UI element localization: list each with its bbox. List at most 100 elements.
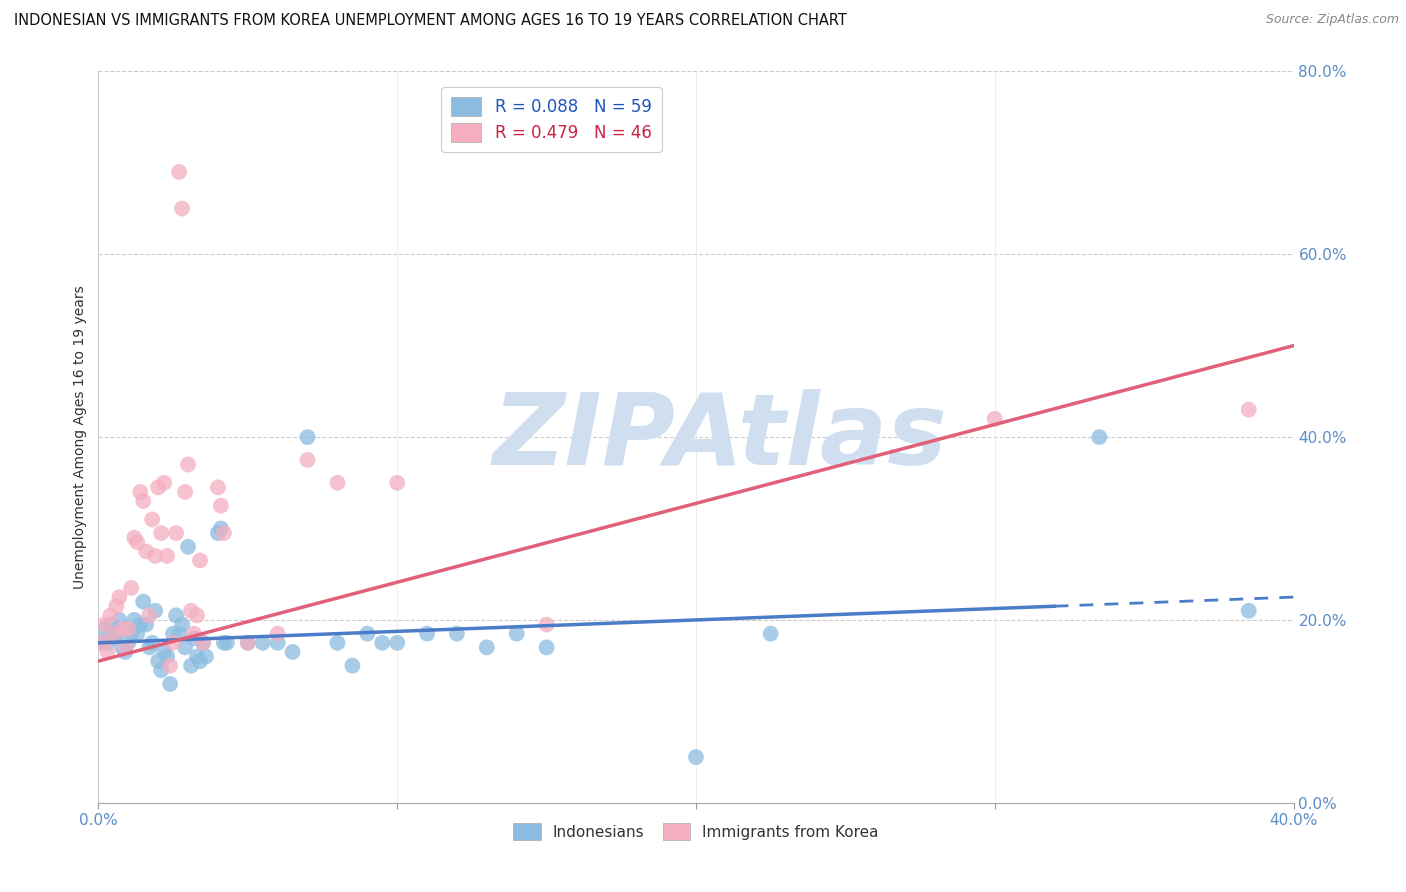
Point — [159, 677, 181, 691]
Point — [297, 453, 319, 467]
Point — [90, 636, 112, 650]
Point — [475, 640, 498, 655]
Point — [174, 640, 197, 655]
Point — [191, 636, 214, 650]
Point — [114, 645, 136, 659]
Point — [172, 617, 194, 632]
Point — [371, 636, 394, 650]
Point — [191, 636, 214, 650]
Point — [984, 412, 1007, 426]
Point — [153, 645, 176, 659]
Point — [93, 617, 115, 632]
Point — [177, 540, 200, 554]
Point — [356, 626, 378, 640]
Point — [446, 626, 468, 640]
Point — [105, 626, 128, 640]
Point — [186, 649, 208, 664]
Point — [212, 526, 235, 541]
Point — [132, 594, 155, 608]
Point — [111, 622, 134, 636]
Point — [103, 632, 125, 646]
Point — [207, 526, 229, 541]
Point — [124, 613, 146, 627]
Point — [127, 626, 149, 640]
Point — [167, 165, 190, 179]
Legend: Indonesians, Immigrants from Korea: Indonesians, Immigrants from Korea — [508, 816, 884, 847]
Point — [124, 531, 146, 545]
Point — [108, 590, 131, 604]
Point — [138, 608, 160, 623]
Point — [117, 622, 139, 636]
Point — [180, 658, 202, 673]
Point — [150, 663, 173, 677]
Point — [159, 658, 181, 673]
Point — [342, 658, 364, 673]
Point — [267, 626, 290, 640]
Point — [143, 604, 166, 618]
Point — [1237, 604, 1260, 618]
Point — [326, 475, 349, 490]
Point — [209, 521, 232, 535]
Point — [117, 636, 139, 650]
Point — [177, 458, 200, 472]
Point — [162, 626, 184, 640]
Point — [129, 617, 152, 632]
Point — [96, 645, 118, 659]
Point — [150, 526, 173, 541]
Point — [215, 636, 238, 650]
Point — [93, 622, 115, 636]
Point — [236, 636, 259, 650]
Point — [132, 494, 155, 508]
Point — [195, 649, 218, 664]
Point — [108, 613, 131, 627]
Point — [326, 636, 349, 650]
Point — [98, 617, 122, 632]
Point — [129, 485, 152, 500]
Point — [127, 535, 149, 549]
Point — [172, 202, 194, 216]
Point — [186, 608, 208, 623]
Text: INDONESIAN VS IMMIGRANTS FROM KOREA UNEMPLOYMENT AMONG AGES 16 TO 19 YEARS CORRE: INDONESIAN VS IMMIGRANTS FROM KOREA UNEM… — [14, 13, 846, 29]
Point — [120, 626, 142, 640]
Point — [416, 626, 439, 640]
Point — [183, 632, 205, 646]
Point — [297, 430, 319, 444]
Point — [96, 636, 118, 650]
Point — [135, 617, 157, 632]
Y-axis label: Unemployment Among Ages 16 to 19 years: Unemployment Among Ages 16 to 19 years — [73, 285, 87, 589]
Point — [209, 499, 232, 513]
Point — [162, 636, 184, 650]
Point — [188, 654, 211, 668]
Point — [153, 475, 176, 490]
Point — [759, 626, 782, 640]
Point — [174, 485, 197, 500]
Point — [143, 549, 166, 563]
Point — [1237, 402, 1260, 417]
Point — [536, 640, 558, 655]
Point — [207, 480, 229, 494]
Text: ZIPAtlas: ZIPAtlas — [492, 389, 948, 485]
Text: Source: ZipAtlas.com: Source: ZipAtlas.com — [1265, 13, 1399, 27]
Point — [236, 636, 259, 650]
Point — [685, 750, 707, 764]
Point — [506, 626, 529, 640]
Point — [114, 640, 136, 655]
Point — [188, 553, 211, 567]
Point — [165, 608, 187, 623]
Point — [165, 526, 187, 541]
Point — [138, 640, 160, 655]
Point — [148, 654, 170, 668]
Point — [180, 604, 202, 618]
Point — [156, 549, 179, 563]
Point — [120, 581, 142, 595]
Point — [212, 636, 235, 650]
Point — [167, 626, 190, 640]
Point — [135, 544, 157, 558]
Point — [252, 636, 274, 650]
Point — [267, 636, 290, 650]
Point — [536, 617, 558, 632]
Point — [111, 640, 134, 655]
Point — [103, 626, 125, 640]
Point — [98, 608, 122, 623]
Point — [385, 636, 409, 650]
